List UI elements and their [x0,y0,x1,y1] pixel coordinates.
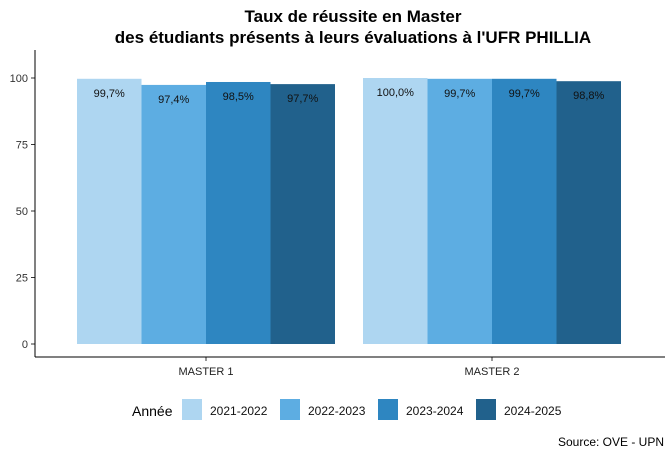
y-tick-label: 100 [10,73,28,85]
y-tick-label: 0 [22,339,28,351]
bar-2021-2022-master-2 [363,78,428,344]
legend-swatch [182,399,202,420]
legend-label: 2022-2023 [308,404,366,418]
y-tick-label: 50 [16,206,28,218]
data-label: 99,7% [94,88,125,100]
data-label: 99,7% [509,88,540,100]
data-label: 100,0% [377,87,415,99]
data-label: 97,7% [287,93,318,105]
chart-title-line-1: Taux de réussite en Master [245,7,462,26]
legend-label: 2024-2025 [504,404,562,418]
bar-2024-2025-master-1 [270,84,335,345]
data-label: 97,4% [158,94,189,106]
legend: Année 2021-2022 2022-2023 2023-2024 2024-20… [132,399,562,420]
legend-label: 2023-2024 [406,404,464,418]
legend-swatch [378,399,398,420]
data-label: 98,8% [573,90,604,102]
bar-2023-2024-master-2 [492,78,557,344]
bar-2022-2023-master-1 [141,84,206,344]
chart-title-line-2: des étudiants présents à leurs évaluatio… [115,28,591,47]
bar-2024-2025-master-2 [556,81,621,344]
x-tick-label: MASTER 2 [464,366,519,378]
bar-2022-2023-master-2 [427,78,492,344]
legend-title: Année [132,403,173,419]
y-tick-label: 25 [16,273,28,285]
data-label: 99,7% [444,88,475,100]
legend-swatch [476,399,496,420]
bar-2023-2024-master-1 [206,81,271,345]
x-tick-label: MASTER 1 [178,366,233,378]
data-label: 98,5% [223,91,254,103]
legend-label: 2021-2022 [210,404,268,418]
bar-2021-2022-master-1 [77,78,142,344]
y-tick-label: 75 [16,140,28,152]
chart-caption: Source: OVE - UPN [558,435,664,449]
legend-swatch [280,399,300,420]
